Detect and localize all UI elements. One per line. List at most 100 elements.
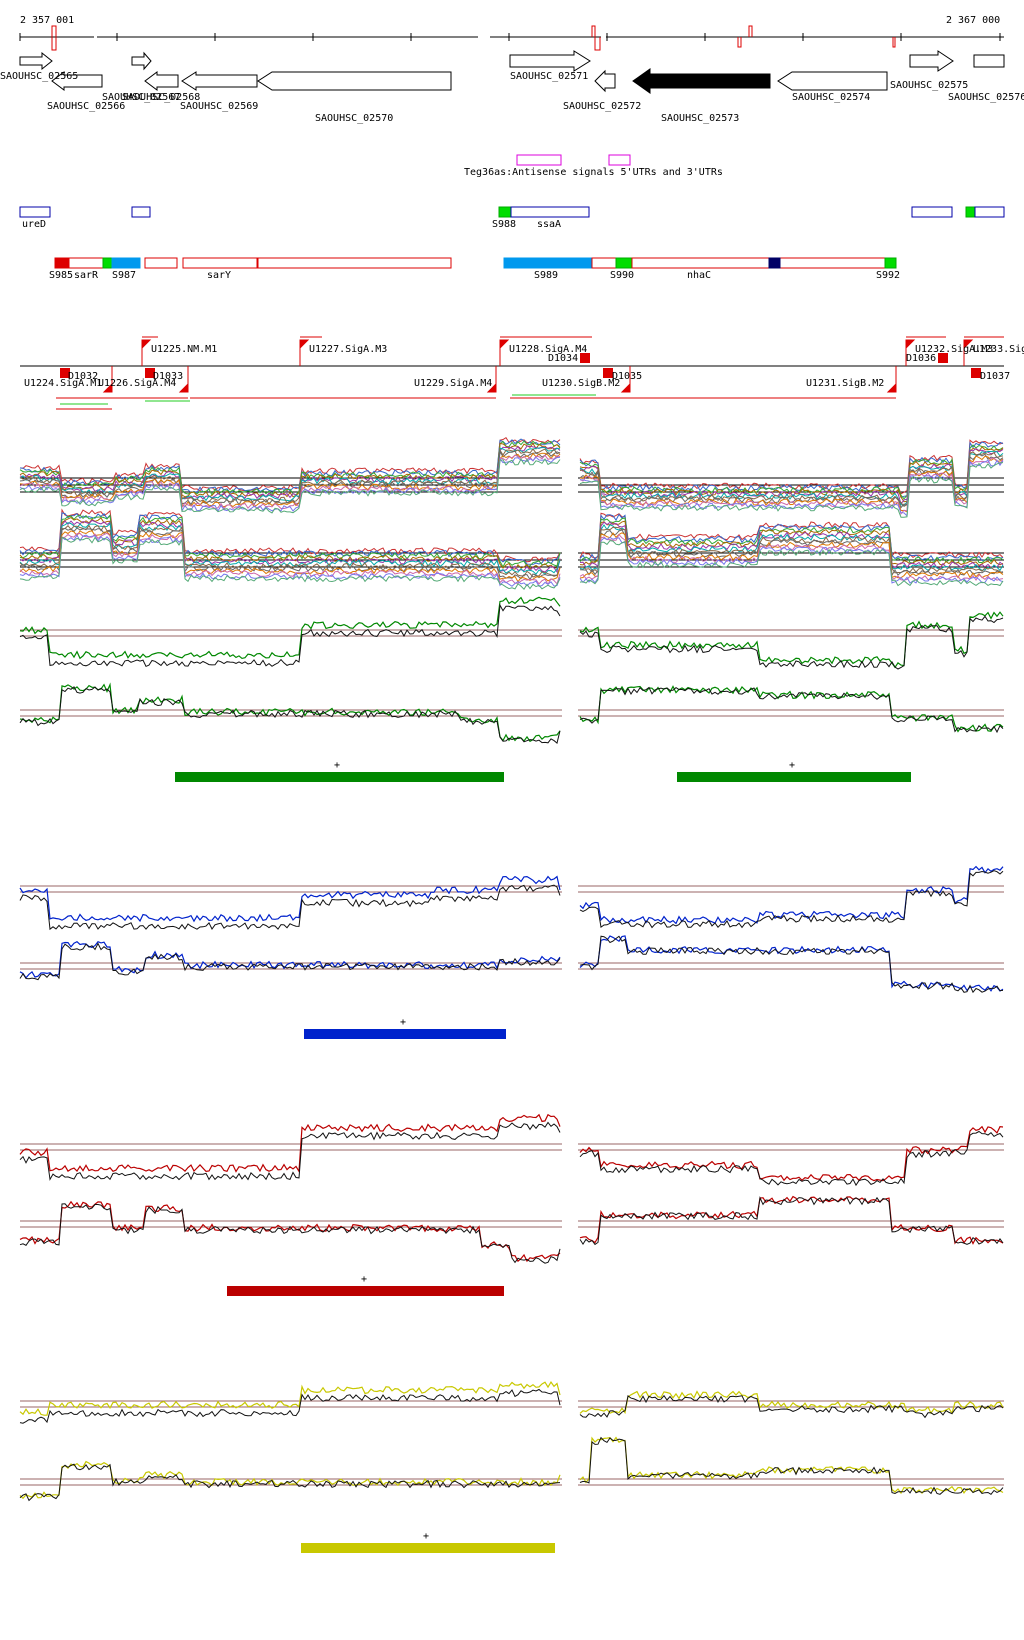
- feature-ureD[interactable]: [19, 206, 51, 218]
- expression-trace: [19, 536, 561, 591]
- antisense-box-2[interactable]: [608, 154, 631, 166]
- expression-trace: [579, 865, 1004, 925]
- gene-track: [19, 50, 1005, 94]
- condition-bar-green-right[interactable]: [677, 772, 911, 782]
- downregulated-D1034[interactable]: [580, 353, 590, 363]
- feature-red-long[interactable]: [257, 257, 452, 269]
- gene-label-02571: SAOUHSC_02571: [510, 71, 588, 82]
- feature-navy-mark[interactable]: [768, 257, 781, 269]
- expression-trace: [579, 447, 1004, 505]
- expression-trace: [19, 437, 561, 492]
- expression-trace: [19, 532, 561, 586]
- expression-trace: [579, 520, 1004, 566]
- downregulated-D1037[interactable]: [971, 368, 981, 378]
- feature-S988[interactable]: [498, 206, 512, 218]
- feature-label-S989: S989: [534, 270, 558, 281]
- gene-arrow-02567[interactable]: [131, 51, 152, 71]
- condition-bar-yellow[interactable]: [301, 1543, 555, 1553]
- condition-bar-green-left[interactable]: [175, 772, 504, 782]
- antisense-box-1[interactable]: [516, 154, 562, 166]
- expression-trace: [19, 1463, 561, 1502]
- feature-S992[interactable]: [884, 257, 897, 269]
- downregulated-D1036[interactable]: [938, 353, 948, 363]
- gene-arrow-02575[interactable]: [909, 50, 954, 72]
- condition-sign-blue: +: [400, 1017, 406, 1028]
- expression-trace: [19, 682, 561, 743]
- feature-blue-right-1[interactable]: [911, 206, 953, 218]
- gene-label-02565: SAOUHSC_02565: [0, 71, 78, 82]
- feature-nhaC[interactable]: [631, 257, 888, 269]
- feature-S987-green[interactable]: [102, 257, 113, 269]
- down-label-D1034: D1034: [548, 353, 578, 364]
- feature-ssaA[interactable]: [510, 206, 590, 218]
- tu-label-U1225: U1225.NM.M1: [151, 344, 217, 355]
- expression-trace: [19, 514, 561, 568]
- expression-trace: [19, 596, 561, 660]
- expression-trace: [579, 536, 1004, 584]
- transcription-unit-track: U1225.NM.M1 U1227.SigA.M3 U1228.SigA.M4 …: [20, 336, 1024, 410]
- expression-trace: [579, 540, 1004, 587]
- downregulated-D1033[interactable]: [145, 368, 155, 378]
- expression-trace: [579, 457, 1004, 515]
- gene-arrow-02570[interactable]: [257, 71, 452, 91]
- downregulated-D1035[interactable]: [603, 368, 613, 378]
- gene-arrow-02565[interactable]: [19, 51, 53, 71]
- feature-S987-cyan[interactable]: [111, 257, 141, 269]
- condition-sign-green-right: +: [789, 760, 795, 771]
- gene-label-02576: SAOUHSC_02576: [948, 92, 1024, 103]
- gene-arrow-02572[interactable]: [594, 69, 616, 93]
- expression-trace: [579, 1196, 1004, 1246]
- feature-sarY[interactable]: [182, 257, 258, 269]
- feature-label-nhaC: nhaC: [687, 270, 711, 281]
- tu-label-U1231: U1231.SigB.M2: [806, 378, 884, 389]
- expression-trace: [19, 524, 561, 578]
- feature-S990[interactable]: [615, 257, 633, 269]
- expression-trace: [579, 686, 1004, 734]
- expression-trace: [19, 940, 561, 979]
- expression-trace: [579, 455, 1004, 513]
- expression-trace: [19, 884, 561, 931]
- feature-red-s989b[interactable]: [591, 257, 617, 269]
- feature-label-ssaA: ssaA: [537, 219, 561, 230]
- feature-S985[interactable]: [54, 257, 70, 269]
- expression-trace: [579, 1394, 1004, 1419]
- expression-trace: [19, 530, 561, 583]
- down-label-D1033: D1033: [153, 371, 183, 382]
- feature-S989[interactable]: [503, 257, 593, 269]
- expression-trace: [19, 458, 561, 514]
- gene-arrow-02569[interactable]: [181, 71, 258, 91]
- feature-label-S990: S990: [610, 270, 634, 281]
- expression-trace: [19, 1121, 561, 1181]
- downregulated-D1032[interactable]: [60, 368, 70, 378]
- gene-arrow-02573[interactable]: [632, 68, 771, 94]
- tu-label-U1226: U1226.SigA.M4: [98, 378, 176, 389]
- condition-bar-blue[interactable]: [304, 1029, 506, 1039]
- expression-trace: [579, 517, 1004, 564]
- feature-red-small[interactable]: [144, 257, 178, 269]
- gene-arrow-02574[interactable]: [777, 71, 888, 91]
- expression-profiles: [19, 437, 1004, 1570]
- feature-label-sarR: sarR: [74, 270, 99, 281]
- expression-trace: [579, 532, 1004, 579]
- gene-labels: SAOUHSC_02565 SAOUHSC_02566 SAOUHSC_0256…: [0, 71, 1024, 124]
- expression-trace: [19, 519, 561, 573]
- feature-label-S985: S985: [49, 270, 73, 281]
- gene-arrow-02571[interactable]: [509, 50, 591, 72]
- gene-arrow-02566[interactable]: [51, 71, 103, 91]
- feature-sarR[interactable]: [68, 257, 104, 269]
- condition-sign-yellow: +: [423, 1531, 429, 1542]
- gene-arrow-02576[interactable]: [973, 54, 1005, 68]
- expression-trace: [579, 526, 1004, 574]
- gene-arrow-02568[interactable]: [144, 71, 179, 91]
- expression-trace: [19, 603, 561, 668]
- feature-blue-right-2[interactable]: [974, 206, 1005, 218]
- expression-trace: [19, 527, 561, 581]
- expression-trace: [19, 517, 561, 570]
- gene-label-02569: SAOUHSC_02569: [180, 101, 258, 112]
- feature-blue-small[interactable]: [131, 206, 151, 218]
- gene-label-02574: SAOUHSC_02574: [792, 92, 870, 103]
- expression-trace: [579, 615, 1004, 670]
- gene-label-02570: SAOUHSC_02570: [315, 113, 393, 124]
- feature-green-right[interactable]: [965, 206, 976, 218]
- condition-bar-red[interactable]: [227, 1286, 504, 1296]
